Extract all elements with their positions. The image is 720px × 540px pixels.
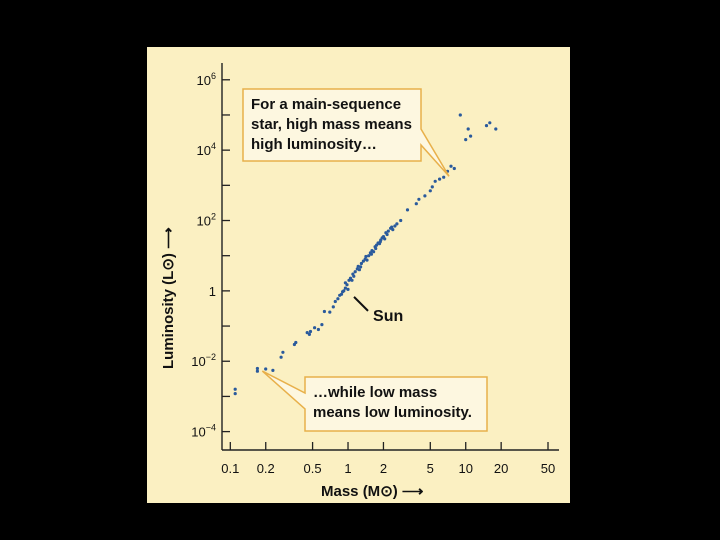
data-point (399, 218, 403, 223)
mass-luminosity-chart: 106 104 102 1 10−2 10−4 0.1 0.2 0.5 1 2 5 10 20 50 For… (160, 63, 559, 500)
data-point (353, 270, 357, 274)
callout-text: means low luminosity. (313, 404, 472, 421)
y-tick-label: 10−2 (191, 352, 216, 369)
axes-group: 106 104 102 1 10−2 10−4 0.1 0.2 0.5 1 2 5 10 20 50 (191, 63, 559, 476)
data-point (488, 121, 492, 125)
callout-text: For a main-sequence (251, 96, 401, 113)
data-point (469, 134, 473, 138)
x-axis-label: Mass (M⊙) ⟶ (321, 483, 424, 500)
data-point (320, 323, 324, 327)
y-tick-label: 10−4 (191, 423, 216, 440)
data-point (336, 297, 340, 301)
callout-text: high luminosity… (251, 136, 377, 153)
x-tick-label: 0.5 (304, 461, 322, 476)
annotations: For a main-sequence star, high mass means… (242, 88, 488, 432)
data-point (466, 127, 470, 131)
sun-text: Sun (373, 308, 403, 325)
data-point (374, 246, 378, 251)
data-point (438, 177, 442, 181)
data-point (458, 113, 462, 117)
data-point (331, 305, 335, 309)
data-point (405, 208, 410, 212)
data-point (328, 310, 332, 314)
data-point (357, 268, 361, 272)
data-point (322, 309, 326, 314)
sun-label: Sun (353, 296, 403, 325)
data-point (452, 166, 456, 171)
data-point (279, 355, 283, 359)
x-tick-label: 5 (427, 461, 434, 476)
x-tick-label: 0.2 (257, 461, 275, 476)
chart-panel: 106 104 102 1 10−2 10−4 0.1 0.2 0.5 1 2 5 10 20 50 For… (147, 47, 570, 503)
data-point (417, 197, 421, 201)
y-tick-label: 106 (197, 71, 216, 88)
data-point (294, 340, 298, 345)
data-point (378, 240, 382, 244)
callout-text: …while low mass (313, 384, 437, 401)
data-point (307, 332, 311, 336)
data-point (313, 326, 317, 330)
x-tick-label: 10 (458, 461, 472, 476)
data-point (442, 175, 446, 179)
data-point (367, 254, 371, 258)
x-tick-label: 50 (541, 461, 555, 476)
data-point (343, 281, 347, 285)
y-axis-label: Luminosity (L⊙) ⟶ (160, 227, 177, 369)
data-point (383, 237, 387, 241)
data-point (430, 185, 434, 189)
data-point (264, 367, 268, 371)
data-point (484, 124, 489, 128)
data-point (339, 292, 344, 296)
sun-pointer (353, 296, 369, 312)
data-points (233, 113, 498, 396)
data-point (391, 228, 395, 232)
data-point (281, 350, 285, 354)
data-point (372, 250, 376, 254)
callout-box (261, 370, 488, 432)
y-tick-label: 1 (209, 284, 216, 299)
data-point (464, 138, 468, 142)
data-point (386, 229, 390, 233)
data-point (414, 202, 418, 206)
callout-2: …while low mass means low luminosity. (261, 370, 488, 432)
data-point (449, 164, 453, 168)
x-tick-label: 20 (494, 461, 508, 476)
data-point (359, 261, 363, 266)
data-point (494, 127, 498, 131)
data-point (390, 225, 394, 229)
data-point (359, 265, 363, 269)
data-point (395, 222, 399, 226)
callout-text: star, high mass means (251, 116, 412, 133)
data-point (308, 329, 313, 334)
y-tick-label: 102 (197, 212, 216, 229)
data-point (346, 287, 350, 291)
x-tick-label: 2 (380, 461, 387, 476)
data-point (333, 299, 337, 304)
data-point (428, 189, 432, 193)
data-point (433, 179, 437, 183)
x-tick-label: 1 (344, 461, 351, 476)
data-point (342, 289, 346, 293)
x-tick-label: 0.1 (221, 461, 239, 476)
data-point (271, 368, 275, 372)
data-point (369, 252, 373, 256)
data-point (393, 224, 397, 228)
data-point (385, 232, 389, 237)
data-point (352, 274, 356, 278)
data-point (364, 254, 368, 259)
callout-1: For a main-sequence star, high mass means… (242, 88, 450, 177)
y-tick-label: 104 (197, 141, 216, 158)
data-point (233, 392, 237, 396)
data-point (255, 369, 259, 373)
data-point (343, 286, 347, 290)
data-point (316, 327, 320, 332)
data-point (305, 331, 309, 335)
data-point (233, 387, 237, 391)
data-point (423, 194, 427, 198)
data-point (365, 258, 369, 262)
data-point (255, 366, 259, 371)
data-point (356, 264, 360, 268)
data-point (350, 278, 354, 282)
callout-box (242, 88, 450, 177)
